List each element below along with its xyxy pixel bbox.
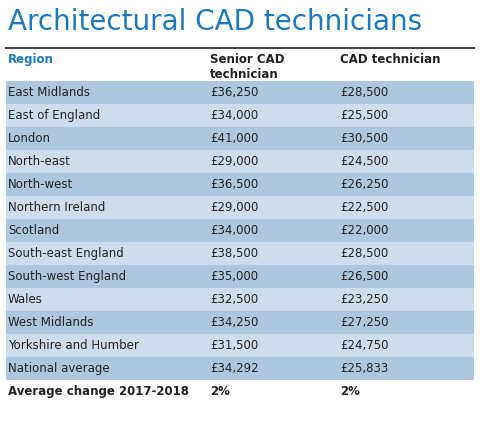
Text: West Midlands: West Midlands — [8, 316, 94, 329]
Text: Wales: Wales — [8, 293, 43, 306]
Text: £29,000: £29,000 — [210, 155, 258, 168]
Bar — [6, 357, 474, 380]
Text: 2%: 2% — [210, 385, 230, 398]
Bar — [6, 173, 474, 196]
Bar — [6, 242, 474, 265]
Text: £36,250: £36,250 — [210, 86, 258, 99]
Bar — [6, 127, 474, 150]
Text: Senior CAD
technician: Senior CAD technician — [210, 53, 285, 81]
Bar — [6, 196, 474, 219]
Bar — [6, 104, 474, 127]
Bar — [6, 81, 474, 104]
Bar — [6, 265, 474, 288]
Text: £31,500: £31,500 — [210, 339, 258, 352]
Text: £23,250: £23,250 — [340, 293, 388, 306]
Text: £22,000: £22,000 — [340, 224, 388, 237]
Text: Architectural CAD technicians: Architectural CAD technicians — [8, 8, 422, 36]
Text: £34,250: £34,250 — [210, 316, 258, 329]
Text: £38,500: £38,500 — [210, 247, 258, 260]
Text: South-east England: South-east England — [8, 247, 124, 260]
Text: £26,250: £26,250 — [340, 178, 388, 191]
Text: East Midlands: East Midlands — [8, 86, 90, 99]
Text: North-west: North-west — [8, 178, 73, 191]
Text: £25,500: £25,500 — [340, 109, 388, 122]
Text: £36,500: £36,500 — [210, 178, 258, 191]
Text: £22,500: £22,500 — [340, 201, 388, 214]
Text: Region: Region — [8, 53, 54, 66]
Text: Average change 2017-2018: Average change 2017-2018 — [8, 385, 189, 398]
Text: £26,500: £26,500 — [340, 270, 388, 283]
Text: South-west England: South-west England — [8, 270, 126, 283]
Text: £35,000: £35,000 — [210, 270, 258, 283]
Text: London: London — [8, 132, 51, 145]
Text: £41,000: £41,000 — [210, 132, 258, 145]
Text: North-east: North-east — [8, 155, 71, 168]
Text: Yorkshire and Humber: Yorkshire and Humber — [8, 339, 139, 352]
Text: £25,833: £25,833 — [340, 362, 388, 375]
Text: East of England: East of England — [8, 109, 100, 122]
Text: £34,292: £34,292 — [210, 362, 259, 375]
Text: £30,500: £30,500 — [340, 132, 388, 145]
Bar — [6, 288, 474, 311]
Text: £24,500: £24,500 — [340, 155, 388, 168]
Text: £34,000: £34,000 — [210, 109, 258, 122]
Text: £27,250: £27,250 — [340, 316, 388, 329]
Bar — [6, 334, 474, 357]
Text: £28,500: £28,500 — [340, 247, 388, 260]
Bar — [6, 150, 474, 173]
Text: 2%: 2% — [340, 385, 360, 398]
Text: Scotland: Scotland — [8, 224, 59, 237]
Text: CAD technician: CAD technician — [340, 53, 441, 66]
Bar — [6, 380, 474, 403]
Text: £28,500: £28,500 — [340, 86, 388, 99]
Bar — [6, 219, 474, 242]
Text: £34,000: £34,000 — [210, 224, 258, 237]
Bar — [6, 311, 474, 334]
Text: £32,500: £32,500 — [210, 293, 258, 306]
Bar — [6, 51, 474, 81]
Text: Northern Ireland: Northern Ireland — [8, 201, 106, 214]
Text: National average: National average — [8, 362, 109, 375]
Text: £24,750: £24,750 — [340, 339, 388, 352]
Text: £29,000: £29,000 — [210, 201, 258, 214]
